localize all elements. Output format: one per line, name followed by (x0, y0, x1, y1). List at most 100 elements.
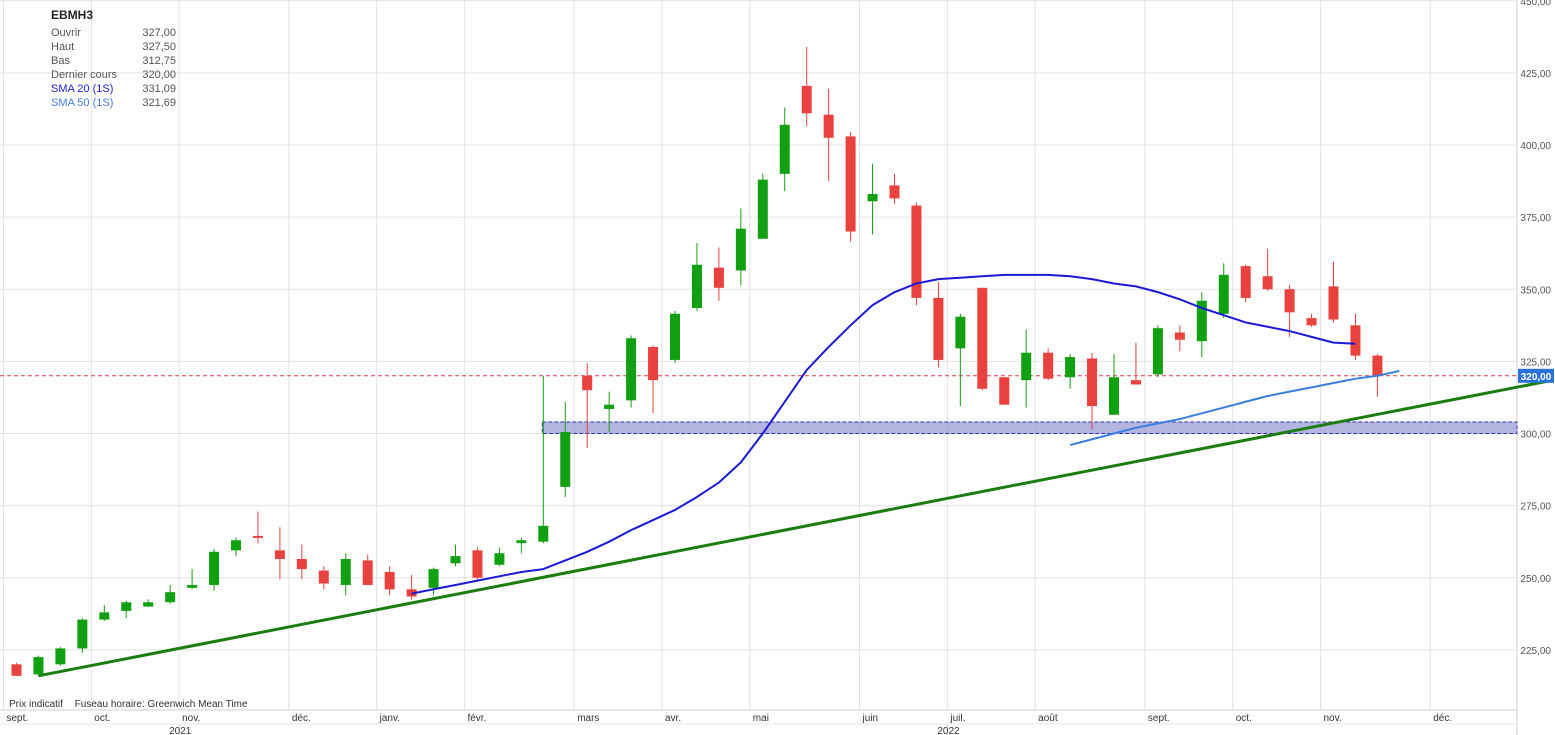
x-tick-label: mai (753, 713, 769, 724)
candle-body (1328, 286, 1339, 320)
candle-body (1152, 328, 1163, 375)
candle-body (516, 540, 527, 544)
sma20-line (411, 273, 1356, 595)
candle-body (670, 313, 680, 360)
candle-body (977, 287, 988, 389)
year-label: 2022 (937, 726, 960, 735)
candle-body (1240, 266, 1251, 298)
x-tick-label: nov. (182, 713, 200, 724)
candle-body (384, 571, 395, 590)
x-tick-label: août (1038, 713, 1058, 724)
candle-body (1043, 352, 1054, 379)
candle-body (362, 560, 373, 585)
y-tick-label: 325,00 (1520, 357, 1551, 368)
candle-body (1065, 357, 1076, 378)
x-tick-label: juil. (949, 713, 965, 724)
candle-body (231, 540, 241, 551)
x-tick-label: juin (862, 713, 879, 724)
candle-body (1087, 358, 1098, 407)
candle-body (11, 664, 22, 676)
x-tick-label: sept. (1148, 713, 1170, 724)
candle-body (1130, 380, 1141, 385)
candle-body (713, 267, 724, 288)
candle-body (494, 553, 505, 565)
candle-body (428, 569, 439, 588)
candle-body (274, 550, 285, 559)
candle-body (165, 592, 176, 603)
y-tick-label: 275,00 (1520, 502, 1551, 513)
legend-row-open: Ouvrir 327,00 (51, 26, 176, 40)
candle-body (801, 85, 812, 114)
y-tick-label: 450,00 (1520, 0, 1551, 8)
candle-body (77, 619, 88, 649)
y-tick-label: 225,00 (1520, 646, 1551, 657)
candle-body (340, 558, 351, 585)
y-tick-label: 250,00 (1520, 574, 1551, 585)
y-tick-label: 350,00 (1520, 285, 1551, 296)
x-tick-label: mars (577, 713, 599, 724)
legend-row-sma20: SMA 20 (1S) 331,09 (51, 82, 176, 96)
x-tick-label: janv. (379, 713, 400, 724)
candle-body (999, 377, 1010, 405)
candle-body (933, 297, 944, 360)
x-tick-label: oct. (1236, 713, 1252, 724)
price-legend: EBMH3 Ouvrir 327,00 Haut 327,50 Bas 312,… (51, 8, 176, 110)
candle-body (1021, 352, 1032, 381)
candle-body (1218, 274, 1229, 314)
candle-body (1109, 377, 1119, 415)
ticker-symbol: EBMH3 (51, 8, 94, 22)
candle-body (691, 264, 702, 309)
y-tick-label: 400,00 (1520, 141, 1551, 152)
candle-body (735, 228, 746, 271)
candle-body (472, 550, 483, 578)
legend-row-high: Haut 327,50 (51, 40, 176, 54)
candle-body (1262, 276, 1273, 290)
legend-value-last: 320,00 (142, 69, 176, 81)
sma50-line (1069, 369, 1400, 447)
legend-label-low: Bas (51, 55, 70, 67)
legend-row-last: Dernier cours 320,00 (51, 68, 176, 82)
price-note: Prix indicatif (9, 699, 63, 710)
legend-value-sma20: 331,09 (142, 83, 176, 95)
x-tick-label: sept. (7, 713, 29, 724)
timezone-note: Fuseau horaire: Greenwich Mean Time (74, 699, 248, 710)
candle-body (867, 194, 878, 202)
legend-label-last: Dernier cours (51, 69, 118, 81)
trendline (38, 378, 1554, 678)
candle-body (55, 648, 66, 665)
x-tick-label: févr. (467, 713, 486, 724)
candle-body (1174, 332, 1185, 340)
x-tick-label: déc. (1433, 713, 1452, 724)
legend-value-low: 312,75 (142, 55, 176, 67)
year-label: 2021 (169, 726, 192, 735)
candle-body (187, 584, 198, 588)
candle-body (209, 551, 220, 585)
y-tick-label: 425,00 (1520, 69, 1551, 80)
candle-body (582, 375, 593, 391)
candle-body (538, 525, 549, 542)
y-tick-label: 375,00 (1520, 213, 1551, 224)
legend-row-sma50: SMA 50 (1S) 321,69 (51, 96, 176, 110)
candle-body (560, 432, 571, 487)
chart-footnote: Prix indicatif Fuseau horaire: Greenwich… (9, 699, 257, 710)
candle-body (1196, 300, 1207, 342)
candle-body (604, 404, 615, 409)
candle-body (626, 338, 637, 401)
x-tick-label: nov. (1324, 713, 1342, 724)
candle-body (121, 602, 132, 611)
legend-value-open: 327,00 (142, 27, 176, 39)
candle-body (1372, 355, 1383, 376)
candle-body (296, 558, 307, 570)
candle-body (99, 612, 110, 620)
candle-body (318, 570, 329, 584)
candle-body (823, 114, 834, 138)
x-tick-label: oct. (94, 713, 110, 724)
candle-body (450, 556, 461, 564)
legend-value-high: 327,50 (142, 41, 176, 53)
candle-body (911, 205, 922, 298)
candle-body (33, 657, 44, 675)
last-price-badge (1518, 368, 1554, 383)
candle-body (252, 535, 263, 538)
